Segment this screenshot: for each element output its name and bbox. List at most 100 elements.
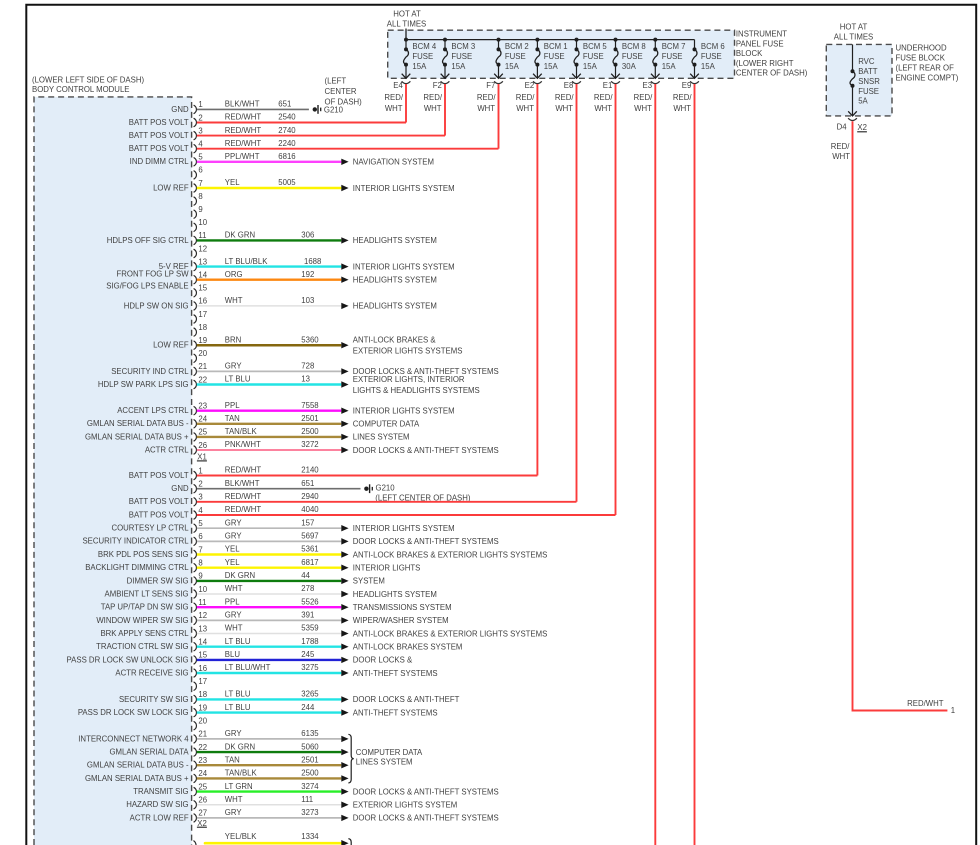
svg-text:LT GRN: LT GRN (225, 782, 253, 791)
svg-text:5: 5 (198, 519, 203, 528)
svg-text:BLK/WHT: BLK/WHT (225, 479, 260, 488)
svg-text:DOOR LOCKS & ANTI-THEFT SYSTEM: DOOR LOCKS & ANTI-THEFT SYSTEMS (353, 814, 499, 823)
svg-text:BCM 7: BCM 7 (662, 42, 686, 51)
svg-text:192: 192 (301, 270, 314, 279)
svg-text:16: 16 (198, 664, 207, 673)
svg-text:DOOR LOCKS & ANTI-THEFT SYSTEM: DOOR LOCKS & ANTI-THEFT SYSTEMS (353, 446, 499, 455)
svg-text:WHT: WHT (594, 104, 612, 113)
svg-text:15A: 15A (412, 62, 427, 71)
svg-text:14: 14 (198, 638, 207, 647)
svg-text:G210: G210 (376, 483, 396, 492)
svg-text:PPL/WHT: PPL/WHT (225, 152, 260, 161)
svg-text:3274: 3274 (301, 782, 319, 791)
svg-text:15A: 15A (505, 62, 520, 71)
svg-text:RED/: RED/ (594, 93, 613, 102)
svg-text:6: 6 (198, 532, 202, 541)
svg-text:BATT POS VOLT: BATT POS VOLT (129, 144, 189, 153)
svg-text:BCM 5: BCM 5 (583, 42, 607, 51)
svg-text:12: 12 (198, 611, 207, 620)
svg-text:27: 27 (198, 809, 207, 818)
svg-text:BRK PDL POS SENS SIG: BRK PDL POS SENS SIG (98, 550, 189, 559)
svg-text:TAN: TAN (225, 755, 240, 764)
svg-text:WHT: WHT (634, 104, 652, 113)
svg-text:FUSE: FUSE (544, 52, 565, 61)
svg-text:RED/WHT: RED/WHT (225, 492, 262, 501)
svg-text:306: 306 (301, 231, 314, 240)
svg-text:13: 13 (198, 624, 207, 633)
svg-text:WHT: WHT (424, 104, 442, 113)
svg-text:ACCENT LPS CTRL: ACCENT LPS CTRL (117, 406, 189, 415)
svg-text:UNDERHOOD: UNDERHOOD (896, 44, 947, 53)
svg-text:WHT: WHT (516, 104, 534, 113)
svg-text:DK GRN: DK GRN (225, 231, 255, 240)
svg-text:5697: 5697 (301, 532, 318, 541)
svg-text:15: 15 (198, 284, 207, 293)
svg-text:E8: E8 (564, 81, 574, 90)
svg-text:44: 44 (301, 571, 310, 580)
svg-text:ANTI-THEFT SYSTEMS: ANTI-THEFT SYSTEMS (353, 708, 438, 717)
svg-text:WHT: WHT (555, 104, 573, 113)
svg-text:GRY: GRY (225, 611, 243, 620)
svg-text:CENTER OF DASH): CENTER OF DASH) (736, 69, 808, 78)
svg-text:LT BLU/WHT: LT BLU/WHT (225, 663, 271, 672)
svg-text:PASS DR LOCK SW LOCK SIG: PASS DR LOCK SW LOCK SIG (78, 708, 189, 717)
svg-text:6816: 6816 (278, 152, 295, 161)
svg-text:LOW REF: LOW REF (153, 183, 189, 192)
svg-text:ACTR CTRL: ACTR CTRL (145, 445, 189, 454)
svg-text:17: 17 (198, 677, 207, 686)
svg-text:ORG: ORG (225, 270, 243, 279)
svg-text:INSTRUMENT: INSTRUMENT (736, 30, 787, 39)
svg-text:RED/WHT: RED/WHT (225, 466, 262, 475)
svg-text:YEL: YEL (225, 558, 240, 567)
svg-text:5361: 5361 (301, 545, 318, 554)
svg-text:WHT: WHT (385, 104, 403, 113)
svg-text:ENGINE COMPT): ENGINE COMPT) (896, 74, 959, 83)
svg-text:GRY: GRY (225, 518, 243, 527)
svg-text:ACTR RECEIVE SIG: ACTR RECEIVE SIG (115, 668, 188, 677)
svg-text:BRK APPLY SENS CTRL: BRK APPLY SENS CTRL (100, 629, 189, 638)
svg-text:2500: 2500 (301, 427, 319, 436)
svg-text:E4: E4 (393, 81, 403, 90)
svg-text:RED/: RED/ (555, 93, 574, 102)
svg-text:3275: 3275 (301, 663, 319, 672)
svg-text:INTERIOR LIGHTS SYSTEM: INTERIOR LIGHTS SYSTEM (353, 262, 455, 271)
svg-text:1688: 1688 (304, 257, 321, 266)
svg-text:26: 26 (198, 441, 207, 450)
svg-text:LT BLU: LT BLU (225, 690, 251, 699)
svg-text:14: 14 (198, 271, 207, 280)
svg-text:HEADLIGHTS SYSTEM: HEADLIGHTS SYSTEM (353, 302, 437, 311)
svg-text:20: 20 (198, 349, 207, 358)
svg-text:FUSE: FUSE (412, 52, 433, 61)
svg-text:20: 20 (198, 717, 207, 726)
svg-text:BCM 2: BCM 2 (505, 42, 529, 51)
svg-text:6817: 6817 (301, 558, 318, 567)
svg-text:278: 278 (301, 584, 314, 593)
svg-text:23: 23 (198, 756, 207, 765)
svg-text:1: 1 (198, 100, 202, 109)
svg-text:SECURITY IND CTRL: SECURITY IND CTRL (111, 367, 189, 376)
svg-text:WHT: WHT (225, 296, 243, 305)
svg-text:2740: 2740 (278, 126, 296, 135)
svg-text:OF DASH): OF DASH) (325, 98, 363, 107)
svg-text:22: 22 (198, 743, 207, 752)
svg-text:CENTER: CENTER (325, 87, 357, 96)
svg-text:X2: X2 (857, 123, 867, 132)
svg-text:2501: 2501 (301, 755, 318, 764)
svg-text:PANEL FUSE: PANEL FUSE (736, 39, 784, 48)
svg-text:BCM 3: BCM 3 (451, 42, 475, 51)
svg-text:RED/: RED/ (384, 93, 403, 102)
svg-text:2: 2 (198, 113, 202, 122)
svg-text:12: 12 (198, 244, 207, 253)
svg-text:INTERIOR LIGHTS SYSTEM: INTERIOR LIGHTS SYSTEM (353, 407, 455, 416)
svg-text:AMBIENT LT SENS SIG: AMBIENT LT SENS SIG (105, 589, 189, 598)
svg-text:E9: E9 (682, 81, 692, 90)
svg-text:5-V REF: 5-V REF (159, 262, 189, 271)
svg-text:8: 8 (198, 559, 202, 568)
svg-text:245: 245 (301, 650, 315, 659)
svg-text:SECURITY SW SIG: SECURITY SW SIG (119, 695, 189, 704)
svg-text:GMLAN SERIAL DATA BUS +: GMLAN SERIAL DATA BUS + (85, 432, 189, 441)
svg-text:10: 10 (198, 585, 207, 594)
svg-text:COMPUTER DATA: COMPUTER DATA (353, 420, 420, 429)
svg-text:YEL/BLK: YEL/BLK (225, 832, 257, 841)
svg-text:1: 1 (198, 466, 202, 475)
